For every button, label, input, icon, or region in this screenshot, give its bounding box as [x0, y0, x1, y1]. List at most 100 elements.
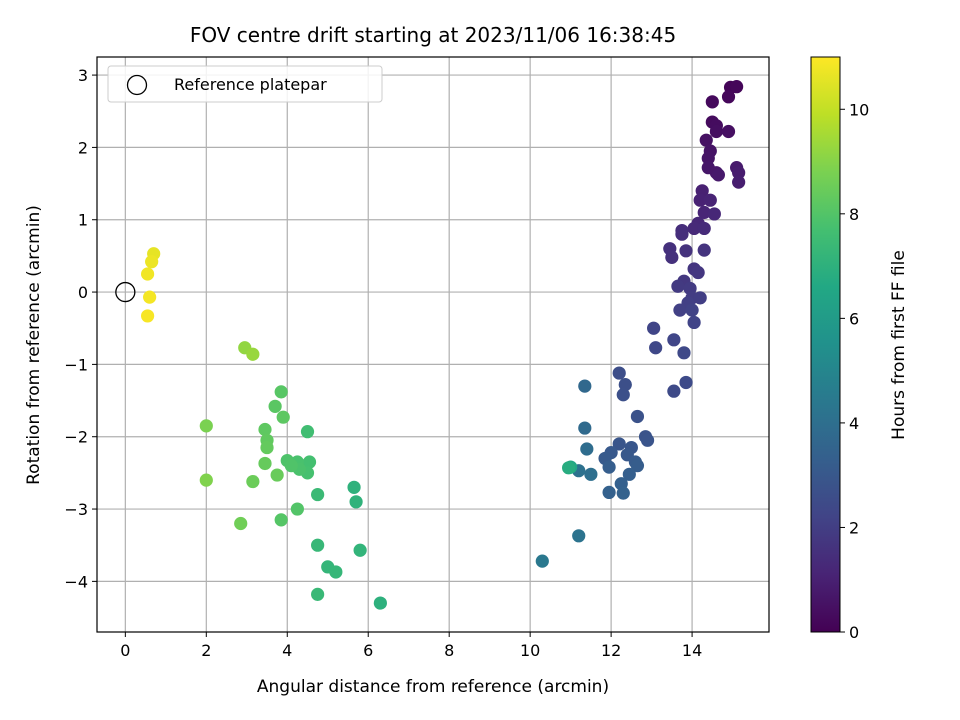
x-axis-ticks: 0 2 4 6 8 10 12 14: [120, 632, 702, 660]
y-tick-label: 3: [78, 66, 88, 85]
colorbar-tick-label: 6: [849, 309, 859, 328]
data-point: [302, 455, 317, 469]
data-point: [693, 291, 707, 305]
data-point: [732, 166, 746, 180]
x-tick-label: 8: [444, 641, 454, 660]
y-tick-label: −3: [64, 500, 88, 519]
data-point: [647, 321, 661, 335]
data-point: [276, 410, 290, 424]
data-point: [145, 255, 159, 269]
data-point: [687, 221, 701, 236]
data-point: [667, 384, 681, 398]
data-point: [697, 243, 711, 257]
data-point: [699, 133, 713, 147]
data-point: [711, 168, 725, 182]
data-point: [701, 151, 715, 165]
y-axis-ticks: −4 −3 −2 −1 0 1 2 3: [64, 66, 97, 591]
grid: [97, 57, 769, 632]
data-point: [679, 375, 693, 390]
data-point: [705, 95, 719, 109]
data-point: [311, 587, 325, 601]
data-point: [693, 193, 707, 207]
legend-marker: [126, 74, 148, 96]
data-point: [329, 565, 343, 579]
data-point: [691, 265, 705, 280]
data-point: [246, 347, 260, 361]
data-point: [199, 473, 213, 487]
data-point: [143, 290, 157, 304]
data-point: [141, 267, 155, 281]
x-tick-label: 4: [282, 641, 292, 660]
y-tick-label: 2: [78, 138, 88, 157]
colorbar-gradient: [811, 57, 840, 632]
data-point: [284, 459, 298, 473]
data-point: [721, 90, 736, 104]
y-tick-label: 1: [78, 211, 88, 230]
data-point: [347, 480, 361, 494]
data-point: [353, 543, 367, 557]
data-point: [373, 596, 387, 610]
data-point: [618, 378, 632, 392]
data-point: [578, 421, 592, 435]
data-point: [311, 487, 325, 502]
data-point: [697, 221, 711, 236]
y-tick-label: −4: [64, 572, 88, 591]
data-point: [687, 315, 701, 330]
colorbar: 0 2 4 6 8 10 Hours from first FF file: [810, 56, 909, 642]
data-point: [274, 513, 288, 527]
data-point: [602, 460, 616, 474]
x-tick-label: 2: [201, 641, 211, 660]
data-point: [612, 366, 626, 380]
data-point: [572, 529, 586, 543]
plot-frame: [96, 56, 770, 633]
data-point: [602, 485, 616, 500]
data-point: [616, 486, 630, 500]
legend-box: [107, 65, 383, 103]
data-point: [677, 346, 691, 360]
data-point: [665, 250, 679, 264]
data-point: [685, 303, 699, 317]
data-point: [580, 442, 594, 456]
data-point: [535, 554, 549, 568]
data-point: [640, 433, 655, 447]
data-point: [311, 538, 325, 552]
data-point: [667, 333, 681, 347]
data-point: [612, 437, 626, 451]
data-point: [290, 502, 304, 516]
legend: Reference platepar: [107, 65, 383, 103]
y-tick-label: 0: [78, 283, 88, 302]
reference-platepar-marker: [115, 281, 136, 303]
data-point: [234, 516, 248, 531]
data-point: [675, 227, 689, 241]
data-point: [578, 379, 592, 393]
colorbar-tick-label: 8: [849, 205, 859, 224]
data-point: [703, 193, 717, 207]
data-point: [349, 495, 363, 509]
data-points: [115, 80, 746, 610]
data-point: [258, 422, 272, 437]
data-point: [630, 459, 645, 473]
data-point: [721, 124, 736, 139]
data-point: [673, 303, 687, 317]
data-point: [562, 461, 576, 475]
y-axis-label: Rotation from reference (arcmin): [24, 205, 44, 485]
colorbar-tick-label: 4: [849, 414, 859, 433]
colorbar-label: Hours from first FF file: [889, 250, 909, 440]
data-point: [199, 419, 213, 433]
data-point: [730, 80, 744, 94]
data-point: [246, 474, 260, 489]
legend-entry-label: Reference platepar: [174, 75, 327, 94]
data-point: [649, 341, 663, 355]
colorbar-tick-label: 2: [849, 518, 859, 537]
data-point: [630, 409, 645, 424]
x-tick-label: 0: [120, 641, 130, 660]
chart-title: FOV centre drift starting at 2023/11/06 …: [190, 23, 676, 47]
data-point: [260, 440, 274, 455]
data-point: [300, 425, 315, 439]
data-point: [258, 456, 272, 471]
data-point: [270, 468, 284, 482]
x-tick-label: 14: [682, 641, 702, 660]
data-point: [274, 385, 288, 399]
